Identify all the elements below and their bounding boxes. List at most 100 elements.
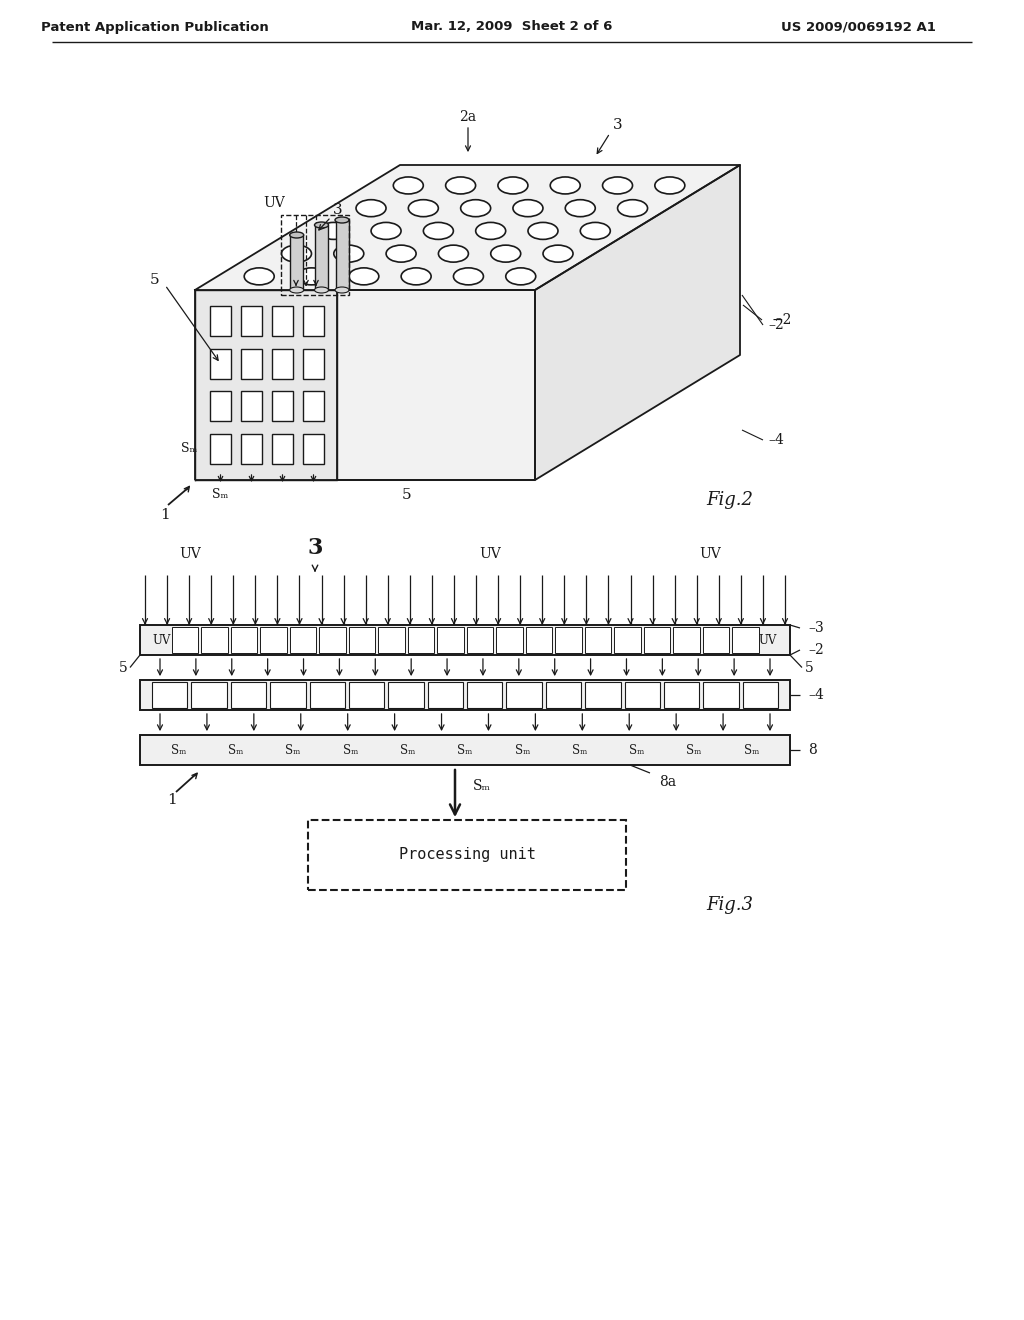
Ellipse shape bbox=[401, 268, 431, 285]
Text: 1: 1 bbox=[167, 793, 177, 807]
Text: Sₘ: Sₘ bbox=[473, 779, 490, 793]
Bar bbox=[664, 682, 699, 708]
Bar bbox=[271, 306, 293, 337]
Ellipse shape bbox=[356, 199, 386, 216]
Text: UV: UV bbox=[759, 634, 777, 647]
Bar bbox=[241, 348, 262, 379]
Text: –2: –2 bbox=[768, 318, 783, 333]
Bar bbox=[315, 224, 328, 290]
Text: Sₘ: Sₘ bbox=[743, 743, 759, 756]
Text: UV: UV bbox=[263, 195, 285, 210]
Bar bbox=[585, 627, 611, 653]
Bar bbox=[732, 627, 759, 653]
Text: Processing unit: Processing unit bbox=[398, 847, 536, 862]
Ellipse shape bbox=[386, 246, 416, 263]
Ellipse shape bbox=[498, 177, 528, 194]
Bar bbox=[140, 735, 790, 766]
Text: Fig.3: Fig.3 bbox=[707, 896, 754, 913]
Bar bbox=[260, 627, 287, 653]
Ellipse shape bbox=[513, 199, 543, 216]
Bar bbox=[230, 627, 257, 653]
Bar bbox=[290, 627, 316, 653]
Bar bbox=[348, 627, 375, 653]
Ellipse shape bbox=[654, 177, 685, 194]
Bar bbox=[525, 627, 552, 653]
Text: Sₘ: Sₘ bbox=[515, 743, 530, 756]
Bar bbox=[303, 348, 325, 379]
Ellipse shape bbox=[393, 177, 423, 194]
Bar bbox=[308, 820, 626, 890]
Ellipse shape bbox=[461, 199, 490, 216]
Bar bbox=[210, 348, 231, 379]
Text: 8: 8 bbox=[808, 743, 817, 756]
Bar bbox=[349, 682, 384, 708]
Text: Fig.2: Fig.2 bbox=[707, 491, 754, 510]
Bar bbox=[270, 682, 305, 708]
Polygon shape bbox=[535, 165, 740, 480]
Bar bbox=[303, 306, 325, 337]
Polygon shape bbox=[195, 165, 740, 290]
Bar bbox=[546, 682, 582, 708]
Bar bbox=[702, 627, 729, 653]
Text: UV: UV bbox=[479, 546, 501, 561]
Bar bbox=[303, 434, 325, 463]
Ellipse shape bbox=[581, 222, 610, 239]
Bar bbox=[210, 306, 231, 337]
Ellipse shape bbox=[490, 246, 521, 263]
Ellipse shape bbox=[290, 232, 304, 238]
Text: –2: –2 bbox=[808, 643, 823, 657]
Ellipse shape bbox=[454, 268, 483, 285]
Ellipse shape bbox=[476, 222, 506, 239]
Text: Sₘ: Sₘ bbox=[400, 743, 416, 756]
Ellipse shape bbox=[334, 246, 364, 263]
Bar bbox=[625, 682, 659, 708]
Ellipse shape bbox=[550, 177, 581, 194]
Bar bbox=[271, 391, 293, 421]
Text: Patent Application Publication: Patent Application Publication bbox=[41, 21, 269, 33]
Bar bbox=[171, 627, 198, 653]
Text: –4: –4 bbox=[768, 433, 784, 447]
Bar bbox=[496, 627, 522, 653]
Ellipse shape bbox=[297, 268, 327, 285]
Ellipse shape bbox=[617, 199, 647, 216]
Bar bbox=[467, 682, 503, 708]
Bar bbox=[428, 682, 463, 708]
Text: Sₘ: Sₘ bbox=[171, 743, 186, 756]
Bar bbox=[703, 682, 738, 708]
Text: 3: 3 bbox=[333, 203, 343, 216]
Text: Sₘ: Sₘ bbox=[458, 743, 473, 756]
Ellipse shape bbox=[335, 216, 349, 223]
Text: Sₘ: Sₘ bbox=[212, 488, 228, 502]
Ellipse shape bbox=[282, 246, 311, 263]
Ellipse shape bbox=[335, 286, 349, 293]
Ellipse shape bbox=[371, 222, 401, 239]
Bar bbox=[437, 627, 464, 653]
Bar bbox=[467, 627, 493, 653]
Text: 5: 5 bbox=[151, 273, 160, 286]
Bar bbox=[282, 215, 349, 294]
Bar bbox=[742, 682, 778, 708]
Bar bbox=[309, 682, 345, 708]
Text: Sₘ: Sₘ bbox=[571, 743, 587, 756]
Ellipse shape bbox=[314, 222, 329, 228]
Text: Sₘ: Sₘ bbox=[629, 743, 644, 756]
Ellipse shape bbox=[409, 199, 438, 216]
Ellipse shape bbox=[445, 177, 475, 194]
Bar bbox=[241, 306, 262, 337]
Bar bbox=[241, 434, 262, 463]
Text: –3: –3 bbox=[808, 620, 823, 635]
Ellipse shape bbox=[602, 177, 633, 194]
Bar bbox=[585, 682, 621, 708]
Ellipse shape bbox=[438, 246, 468, 263]
Bar bbox=[140, 624, 790, 655]
Bar bbox=[140, 680, 790, 710]
Text: 8a: 8a bbox=[659, 775, 677, 789]
Ellipse shape bbox=[349, 268, 379, 285]
Bar bbox=[230, 682, 266, 708]
Bar bbox=[271, 434, 293, 463]
Ellipse shape bbox=[506, 268, 536, 285]
Bar bbox=[614, 627, 640, 653]
Ellipse shape bbox=[528, 222, 558, 239]
Text: 1: 1 bbox=[160, 508, 170, 521]
Ellipse shape bbox=[244, 268, 274, 285]
